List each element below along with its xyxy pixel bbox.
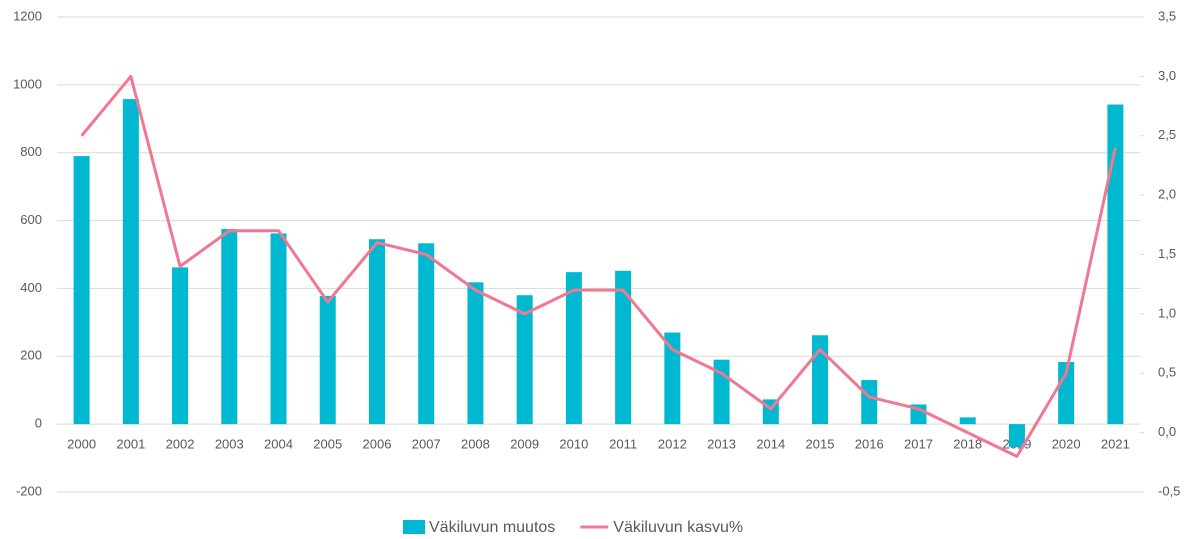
x-tick-label: 2015	[806, 436, 835, 451]
line	[80, 74, 1117, 458]
y2-tick-label: 0,5	[1158, 365, 1176, 380]
x-tick-label: 2000	[67, 436, 96, 451]
bar	[122, 99, 139, 425]
y2-tick-label: 3,5	[1158, 8, 1176, 23]
y2-tick-label: 3,0	[1158, 68, 1176, 83]
bar	[565, 272, 582, 425]
x-tick-label: 2013	[707, 436, 736, 451]
bar	[1107, 104, 1124, 425]
x-tick-label: 2005	[313, 436, 342, 451]
x-tick-label: 2012	[658, 436, 687, 451]
x-tick-label: 2007	[412, 436, 441, 451]
y2-tick-label: 1,5	[1158, 246, 1176, 261]
bar	[467, 282, 484, 425]
legend-label: Väkiluvun muutos	[429, 519, 555, 536]
x-tick-label: 2002	[166, 436, 195, 451]
y-tick-label: -200	[16, 483, 42, 498]
bar	[516, 295, 533, 425]
y-tick-label: 1200	[13, 8, 42, 23]
bar	[172, 267, 189, 425]
y2-tick-label: 2,5	[1158, 127, 1176, 142]
bar	[221, 229, 238, 425]
bar	[319, 295, 336, 425]
bar	[270, 233, 287, 425]
x-tick-label: 2011	[609, 436, 637, 451]
y-tick-label: 0	[35, 416, 42, 431]
bar	[73, 156, 90, 425]
bar	[1008, 424, 1025, 448]
y2-tick-label: 2,0	[1158, 187, 1176, 202]
y-tick-label: 400	[20, 280, 42, 295]
y2-tick-label: 1,0	[1158, 305, 1176, 320]
bar	[368, 239, 385, 425]
x-tick-label: 2004	[264, 436, 293, 451]
x-tick-label: 2008	[461, 436, 490, 451]
x-tick-label: 2006	[363, 436, 392, 451]
x-tick-label: 2021	[1101, 436, 1130, 451]
legend: Väkiluvun muutos Väkiluvun kasvu%	[403, 519, 743, 536]
y2-tick-label: -0,5	[1158, 483, 1180, 498]
y-tick-label: 1000	[13, 76, 42, 91]
y-tick-label: 800	[20, 144, 42, 159]
y-tick-label: 200	[20, 348, 42, 363]
x-tick-label: 2009	[510, 436, 539, 451]
x-tick-label: 2016	[855, 436, 884, 451]
y-tick-label: 600	[20, 212, 42, 227]
bar	[418, 243, 435, 425]
y2-tick-label: 0,0	[1158, 424, 1176, 439]
x-tick-label: 2014	[756, 436, 785, 451]
x-tick-label: 2001	[116, 436, 145, 451]
bar	[812, 335, 829, 425]
legend-swatch	[403, 520, 425, 534]
bar	[959, 417, 976, 425]
bar	[861, 380, 878, 425]
x-tick-label: 2010	[559, 436, 588, 451]
x-tick-label: 2017	[904, 436, 933, 451]
bar	[664, 332, 681, 425]
legend-label: Väkiluvun kasvu%	[613, 519, 743, 536]
bar	[615, 270, 632, 425]
x-tick-label: 2018	[953, 436, 982, 451]
x-tick-label: 2020	[1052, 436, 1081, 451]
x-tick-label: 2003	[215, 436, 244, 451]
